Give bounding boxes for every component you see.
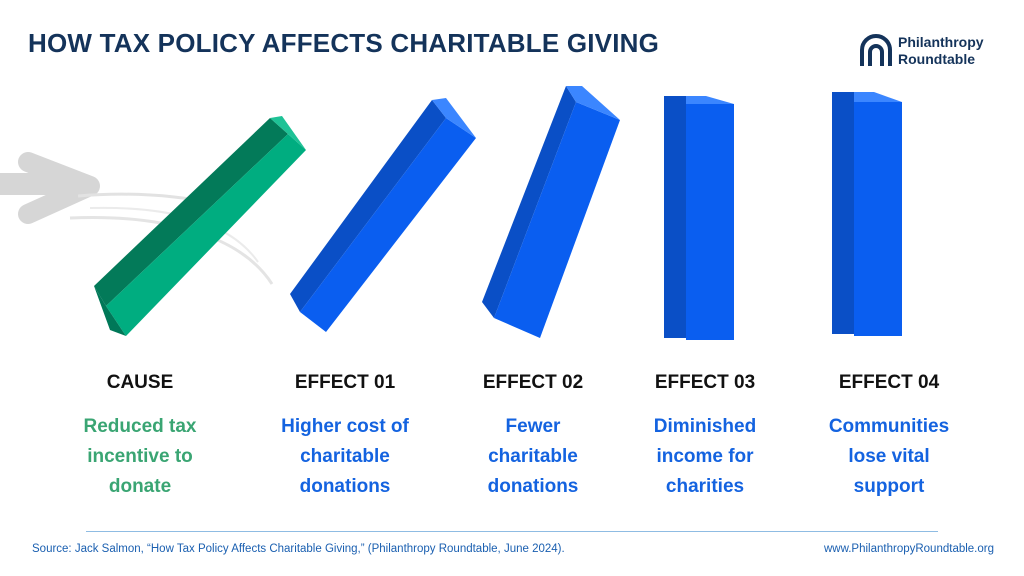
domino-illustration (0, 86, 902, 340)
logo-arch-icon (860, 34, 892, 66)
logo-line-2: Roundtable (898, 51, 975, 67)
stage-heading: CAUSE (106, 372, 174, 393)
footer-divider (86, 531, 938, 532)
stage-effect-04: EFFECT 04 Communities lose vital support (804, 372, 974, 502)
stage-text-line: charitable (300, 446, 390, 467)
stage-text-line: Communities (828, 416, 950, 437)
logo: Philanthropy Roundtable (858, 32, 1008, 72)
stage-heading: EFFECT 03 (654, 372, 756, 393)
website-link[interactable]: www.PhilanthropyRoundtable.org (823, 543, 994, 555)
stage-text-line: incentive to (87, 446, 193, 467)
stage-text-line: Reduced tax (83, 416, 197, 437)
stage-effect-02: EFFECT 02 Fewer charitable donations (448, 372, 618, 502)
stage-effect-03: EFFECT 03 Diminished income for charitie… (620, 372, 790, 502)
stage-heading: EFFECT 04 (838, 372, 940, 393)
stage-text-line: charities (665, 476, 745, 497)
stage-text-line: lose vital (848, 446, 930, 467)
stage-text-line: donate (108, 476, 172, 497)
stage-text-line: charitable (488, 446, 578, 467)
stage-text-line: donations (487, 476, 579, 497)
logo-line-1: Philanthropy (898, 34, 984, 50)
stage-text-line: support (853, 476, 925, 497)
stage-heading: EFFECT 01 (294, 372, 396, 393)
cause-domino (94, 116, 306, 336)
page-title: HOW TAX POLICY AFFECTS CHARITABLE GIVING (28, 28, 660, 58)
effect-01-domino (290, 98, 476, 332)
stage-text-line: Higher cost of (281, 416, 409, 437)
stage-text-line: income for (656, 446, 754, 467)
stage-cause: CAUSE Reduced tax incentive to donate (55, 372, 225, 502)
stage-heading: EFFECT 02 (482, 372, 584, 393)
stage-effect-01: EFFECT 01 Higher cost of charitable dona… (260, 372, 430, 502)
stage-text-line: Fewer (505, 416, 561, 437)
effect-02-domino (482, 86, 620, 338)
effect-03-domino (664, 96, 734, 340)
stage-text-line: Diminished (653, 416, 757, 437)
effect-04-domino (832, 92, 902, 336)
stage-text-line: donations (299, 476, 391, 497)
source-citation: Source: Jack Salmon, “How Tax Policy Aff… (32, 543, 565, 555)
